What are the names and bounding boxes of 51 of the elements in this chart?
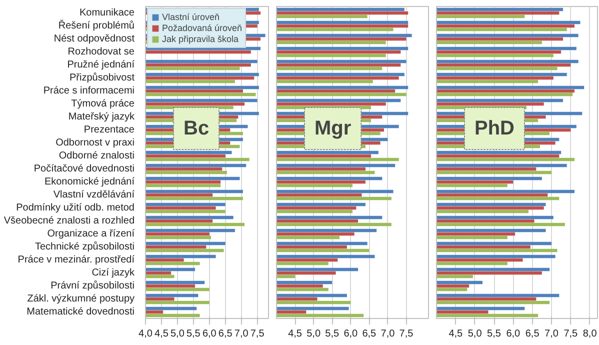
x-tick-label: 5,0 bbox=[306, 328, 321, 340]
x-tick-label: 7,5 bbox=[399, 328, 414, 340]
x-tick-label: 5,5 bbox=[487, 328, 502, 340]
x-tick-label: 4,0 bbox=[138, 328, 153, 340]
y-tick-label: Zákl. výzkumné postupy bbox=[27, 294, 134, 304]
y-tick-label: Odbornost v praxi bbox=[56, 138, 135, 148]
text: PhD bbox=[474, 118, 514, 140]
x-tick-label: 6,0 bbox=[506, 328, 521, 340]
x-tick-label: 6,5 bbox=[525, 328, 540, 340]
x-tick-label: 7,0 bbox=[544, 328, 559, 340]
y-tick-label: Organizace a řízení bbox=[47, 228, 135, 240]
x-tick-label: 4,5 bbox=[154, 328, 169, 340]
y-tick-label: Rozhodovat se bbox=[68, 46, 135, 58]
x-tick-label: 7,5 bbox=[250, 328, 265, 340]
x-tick-label: 6,0 bbox=[344, 328, 358, 340]
y-tick-label: Ekonomické jednání bbox=[44, 176, 135, 188]
y-tick-label: Počítačové dovednosti bbox=[34, 164, 135, 174]
y-tick-label: Právní způsobilosti bbox=[50, 280, 135, 292]
y-tick-label: Práce s informacemi bbox=[43, 86, 135, 96]
y-tick-label: Komunikace bbox=[79, 8, 135, 18]
x-tick-label: 5,0 bbox=[468, 328, 482, 340]
legend-label: Vlastní úroveň bbox=[162, 12, 220, 22]
y-tick-label: Práce v mezinár. prostředí bbox=[18, 254, 135, 266]
y-tick-label: Prezentace bbox=[84, 124, 135, 136]
x-tick-label: 7,0 bbox=[234, 328, 249, 340]
x-tick-label: 5,5 bbox=[186, 328, 201, 340]
text: Bc bbox=[184, 118, 210, 140]
x-tick-label: 6,5 bbox=[362, 328, 377, 340]
x-tick-label: 5,0 bbox=[170, 328, 185, 340]
y-tick-label: Přizpůsobivost bbox=[69, 72, 135, 84]
y-tick-label: Nést odpovědnost bbox=[54, 34, 135, 44]
x-tick-label: 6,5 bbox=[218, 328, 233, 340]
x-tick-label: 6,0 bbox=[202, 328, 217, 340]
y-tick-label: Podmínky užití odb. metod bbox=[16, 202, 135, 214]
y-tick-label: Cizí jazyk bbox=[92, 268, 136, 278]
y-tick-label: Pružné jednání bbox=[67, 60, 135, 70]
x-tick-label: 8,0 bbox=[582, 328, 598, 340]
y-tick-label: Vlastní vzdělávání bbox=[53, 190, 135, 200]
x-tick-label: 4,5 bbox=[288, 328, 302, 340]
y-tick-label: Mateřský jazyk bbox=[68, 112, 136, 122]
x-tick-label: 4,5 bbox=[448, 328, 464, 340]
x-tick-label: 5,5 bbox=[325, 328, 340, 340]
text: Mgr bbox=[314, 118, 352, 140]
x-tick-label: 7,5 bbox=[564, 328, 578, 340]
y-tick-label: Technické způsobilosti bbox=[35, 240, 135, 252]
y-tick-label: Týmová práce bbox=[71, 98, 135, 110]
y-tick-label: Řešení problémů bbox=[58, 20, 135, 32]
y-tick-label: Odborné znalosti bbox=[58, 150, 135, 162]
x-tick-label: 7,0 bbox=[380, 328, 396, 340]
y-tick-label: Všeobecné znalosti a rozhled bbox=[4, 216, 134, 226]
y-tick-label: Matematické dovednosti bbox=[26, 306, 135, 318]
